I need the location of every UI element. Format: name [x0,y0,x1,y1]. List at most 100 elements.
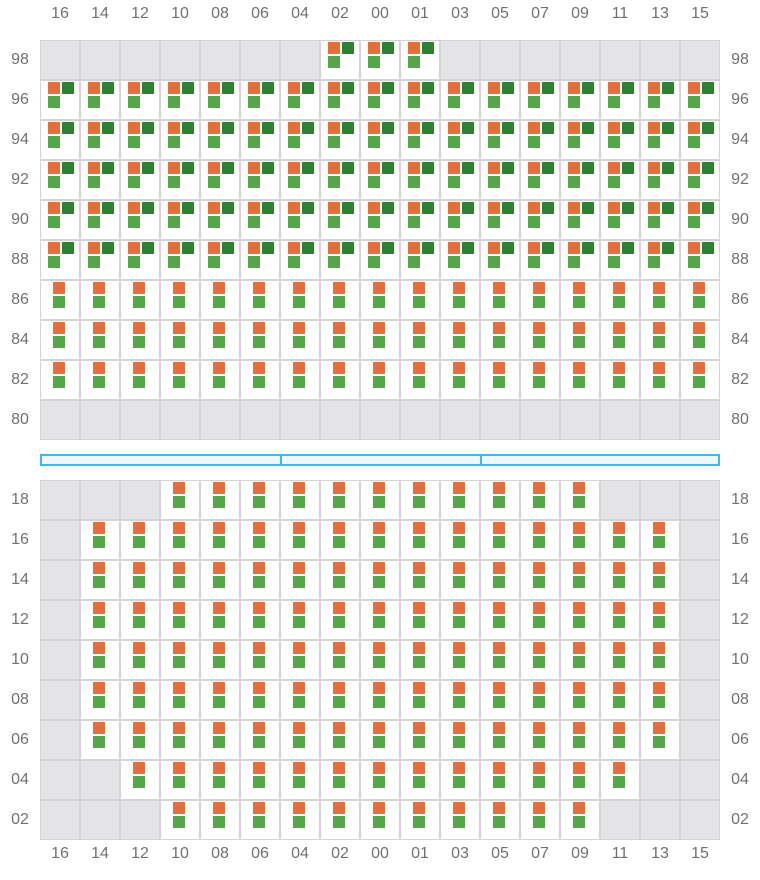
slot[interactable] [320,600,360,640]
slot[interactable] [280,360,320,400]
slot[interactable] [200,120,240,160]
slot[interactable] [560,280,600,320]
slot[interactable] [400,360,440,400]
slot[interactable] [560,320,600,360]
slot[interactable] [480,80,520,120]
slot[interactable] [480,560,520,600]
slot[interactable] [600,320,640,360]
slot[interactable] [520,640,560,680]
slot[interactable] [680,80,720,120]
slot[interactable] [120,680,160,720]
slot[interactable] [440,760,480,800]
slot[interactable] [520,720,560,760]
slot[interactable] [80,80,120,120]
slot[interactable] [360,80,400,120]
slot[interactable] [600,160,640,200]
slot[interactable] [280,240,320,280]
slot[interactable] [240,600,280,640]
slot[interactable] [520,480,560,520]
slot[interactable] [120,560,160,600]
slot[interactable] [480,520,520,560]
slot[interactable] [200,240,240,280]
slot[interactable] [360,200,400,240]
slot[interactable] [680,320,720,360]
slot[interactable] [400,40,440,80]
slot[interactable] [520,520,560,560]
slot[interactable] [160,800,200,840]
slot[interactable] [360,760,400,800]
slot[interactable] [160,80,200,120]
slot[interactable] [80,360,120,400]
slot[interactable] [240,280,280,320]
slot[interactable] [160,520,200,560]
slot[interactable] [40,80,80,120]
slot[interactable] [560,520,600,560]
slot[interactable] [320,280,360,320]
slot[interactable] [240,760,280,800]
slot[interactable] [480,600,520,640]
slot[interactable] [40,360,80,400]
slot[interactable] [240,200,280,240]
slot[interactable] [80,200,120,240]
slot[interactable] [80,160,120,200]
slot[interactable] [320,480,360,520]
slot[interactable] [560,720,600,760]
slot[interactable] [480,320,520,360]
slot[interactable] [160,720,200,760]
slot[interactable] [280,640,320,680]
slot[interactable] [480,480,520,520]
slot[interactable] [120,280,160,320]
slot[interactable] [440,80,480,120]
slot[interactable] [120,240,160,280]
slot[interactable] [560,600,600,640]
slot[interactable] [240,320,280,360]
slot[interactable] [80,640,120,680]
slot[interactable] [280,480,320,520]
slot[interactable] [120,120,160,160]
slot[interactable] [120,360,160,400]
slot[interactable] [640,560,680,600]
slot[interactable] [160,560,200,600]
slot[interactable] [360,720,400,760]
slot[interactable] [120,640,160,680]
slot[interactable] [400,160,440,200]
slot[interactable] [480,680,520,720]
slot[interactable] [680,280,720,320]
slot[interactable] [200,520,240,560]
slot[interactable] [480,720,520,760]
slot[interactable] [640,160,680,200]
slot[interactable] [400,800,440,840]
slot[interactable] [320,800,360,840]
slot[interactable] [320,200,360,240]
slot[interactable] [200,480,240,520]
slot[interactable] [520,560,560,600]
slot[interactable] [520,160,560,200]
slot[interactable] [360,640,400,680]
slot[interactable] [440,360,480,400]
slot[interactable] [600,600,640,640]
slot[interactable] [80,600,120,640]
slot[interactable] [400,280,440,320]
slot[interactable] [400,120,440,160]
slot[interactable] [280,560,320,600]
slot[interactable] [480,280,520,320]
slot[interactable] [160,600,200,640]
slot[interactable] [40,320,80,360]
slot[interactable] [640,640,680,680]
slot[interactable] [320,360,360,400]
slot[interactable] [320,120,360,160]
slot[interactable] [400,240,440,280]
slot[interactable] [440,240,480,280]
slot[interactable] [280,80,320,120]
slot[interactable] [120,80,160,120]
slot[interactable] [520,280,560,320]
slot[interactable] [360,280,400,320]
slot[interactable] [600,720,640,760]
slot[interactable] [600,360,640,400]
slot[interactable] [360,680,400,720]
slot[interactable] [40,200,80,240]
slot[interactable] [280,720,320,760]
slot[interactable] [240,80,280,120]
slot[interactable] [600,760,640,800]
slot[interactable] [520,800,560,840]
